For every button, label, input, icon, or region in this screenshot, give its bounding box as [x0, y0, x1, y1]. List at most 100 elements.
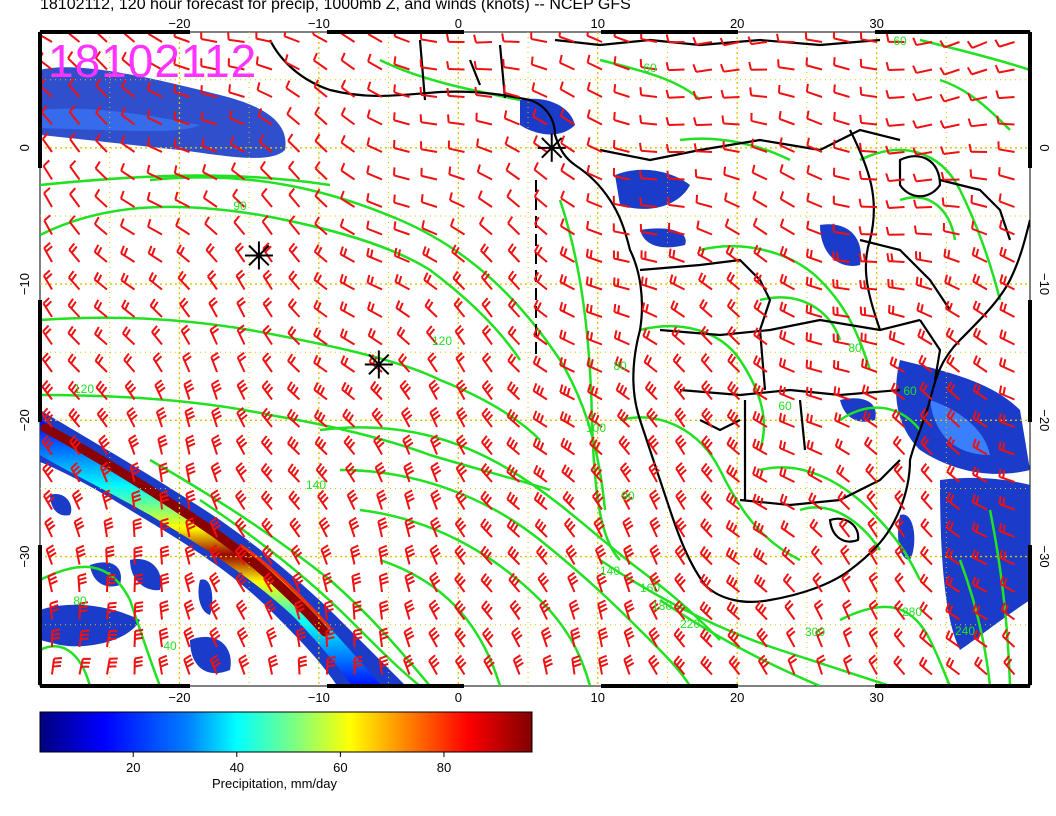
wind-barb: [41, 132, 53, 153]
wind-barb: [945, 327, 961, 346]
wind-barb: [232, 188, 246, 208]
wind-barb: [288, 242, 301, 263]
wind-barb: [121, 326, 136, 346]
wind-barb: [236, 296, 246, 318]
wind-barb: [297, 655, 308, 675]
wind-barb: [616, 408, 631, 428]
wind-barb: [833, 57, 850, 71]
wind-barb: [1000, 602, 1016, 621]
wind-barb: [533, 271, 548, 291]
wind-barb: [675, 434, 687, 456]
wind-barb: [971, 220, 988, 236]
wind-barb: [41, 380, 54, 401]
wind-barb: [747, 36, 768, 46]
wind-barb: [725, 492, 741, 511]
wind-barb: [757, 654, 770, 676]
wind-barb: [570, 627, 581, 648]
wind-barb: [476, 164, 493, 181]
wind-barb: [885, 145, 905, 155]
wind-barb: [147, 245, 163, 263]
wind-barb: [509, 599, 522, 621]
wind-barb: [121, 51, 136, 71]
wind-barb: [859, 306, 878, 318]
wind-barb: [456, 406, 468, 428]
wind-barb: [998, 219, 1015, 236]
wind-barb: [71, 489, 84, 510]
wind-barb: [236, 324, 247, 345]
wind-barb: [534, 518, 548, 538]
wind-barb: [208, 599, 221, 620]
wind-barb: [512, 654, 524, 675]
wind-barb: [234, 544, 247, 566]
wind-barb: [478, 216, 493, 236]
wind-barb: [235, 462, 247, 483]
wind-barb: [67, 298, 81, 318]
wind-barb: [945, 657, 961, 676]
wind-barb: [868, 599, 879, 620]
wind-barb: [674, 407, 687, 428]
wind-barb: [126, 406, 138, 428]
wind-barb: [507, 298, 521, 318]
wind-barb: [778, 84, 795, 98]
wind-barb: [890, 382, 906, 401]
wind-barb: [893, 462, 906, 483]
wind-barb: [449, 218, 466, 236]
wind-barb: [750, 138, 768, 153]
wind-barb: [121, 79, 136, 98]
wind-barb: [508, 572, 521, 593]
wind-barb: [612, 250, 630, 263]
wind-barb: [889, 356, 905, 373]
wind-barb: [400, 407, 413, 428]
wind-barb: [404, 572, 416, 593]
wind-barb: [560, 190, 576, 208]
map-title: 18102112, 120 hour forecast for precip, …: [40, 0, 631, 13]
wind-barb: [832, 32, 850, 43]
wind-barb: [45, 544, 57, 565]
wind-barb: [832, 195, 850, 208]
wind-barb: [530, 32, 548, 43]
wind-barb: [973, 630, 988, 648]
wind-barb: [778, 412, 795, 428]
wind-barb: [267, 654, 279, 675]
wind-barb: [152, 352, 163, 373]
wind-barb: [322, 572, 333, 593]
wind-barb: [67, 353, 81, 373]
wind-barb: [376, 489, 387, 510]
wind-barb: [674, 544, 687, 566]
wind-barb: [75, 544, 86, 565]
contour-label: 100: [586, 421, 606, 435]
wind-barb: [701, 435, 713, 456]
wind-barb: [998, 193, 1015, 208]
wind-barb: [424, 298, 438, 318]
wind-barb: [173, 165, 190, 181]
wind-barb: [946, 436, 961, 456]
wind-barb: [287, 463, 301, 483]
wind-barb: [313, 299, 328, 318]
wind-barb: [805, 83, 823, 98]
wind-barb: [394, 273, 410, 291]
wind-barb: [700, 655, 713, 676]
wind-barb: [373, 434, 385, 456]
star-marker: [364, 350, 393, 379]
wind-barb: [999, 246, 1015, 263]
wind-barb: [481, 407, 494, 428]
wind-barb: [868, 544, 878, 565]
wind-barb: [403, 461, 415, 483]
wind-barb: [105, 545, 115, 565]
wind-barb: [559, 384, 575, 401]
wind-barb: [209, 516, 221, 538]
wind-barb: [480, 490, 493, 511]
wind-barb: [183, 379, 195, 400]
wind-barb: [562, 490, 576, 511]
wind-barb: [173, 138, 190, 153]
wind-barb: [945, 547, 961, 566]
wind-barb: [209, 626, 221, 648]
wind-barb: [945, 602, 961, 621]
wind-barb: [692, 36, 713, 46]
wind-barb: [752, 217, 768, 236]
wind-barb: [639, 87, 658, 98]
wind-barb: [480, 270, 493, 291]
wind-barb: [639, 142, 658, 153]
wind-barb: [833, 84, 850, 98]
